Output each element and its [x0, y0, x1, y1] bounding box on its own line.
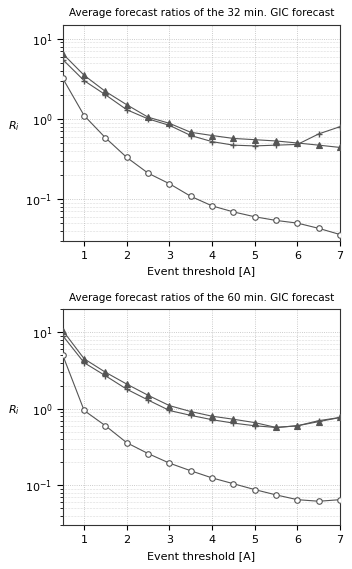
Title: Average forecast ratios of the 32 min. GIC forecast: Average forecast ratios of the 32 min. G… — [69, 9, 334, 18]
Y-axis label: $R_i$: $R_i$ — [8, 119, 20, 133]
Y-axis label: $R_i$: $R_i$ — [8, 403, 20, 417]
X-axis label: Event threshold [A]: Event threshold [A] — [147, 266, 256, 276]
X-axis label: Event threshold [A]: Event threshold [A] — [147, 551, 256, 560]
Title: Average forecast ratios of the 60 min. GIC forecast: Average forecast ratios of the 60 min. G… — [69, 293, 334, 303]
